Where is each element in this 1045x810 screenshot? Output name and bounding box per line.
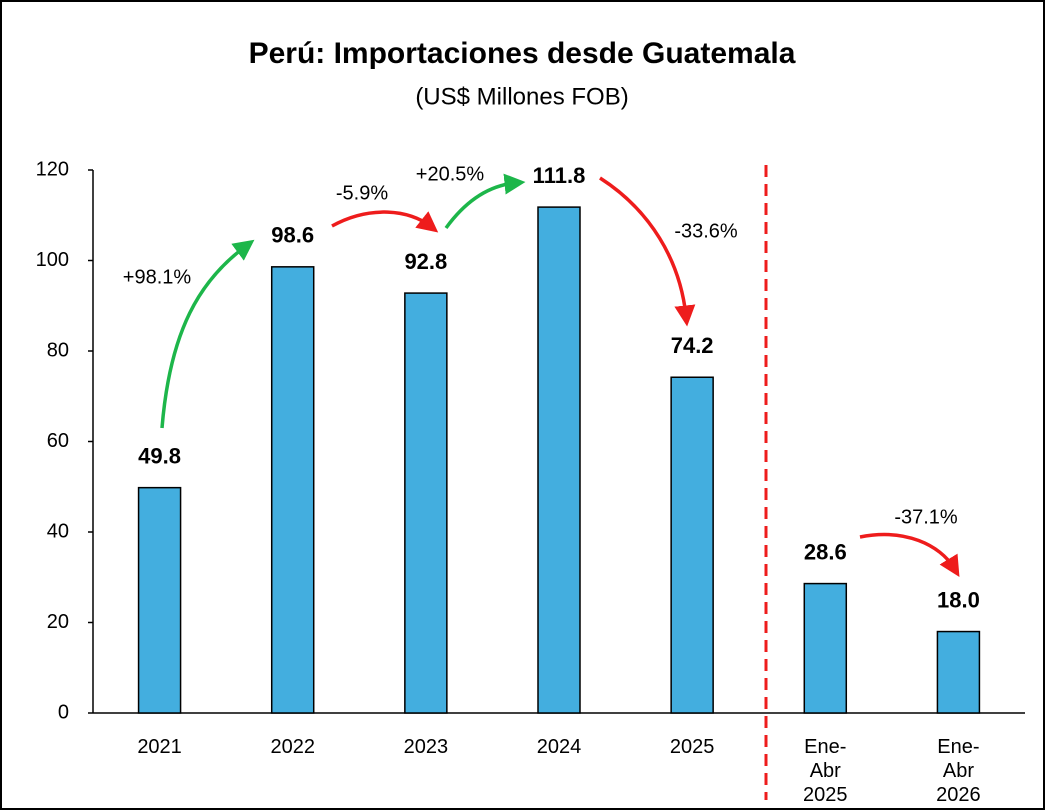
x-tick-label: 2025 bbox=[669, 736, 715, 758]
y-tick-label: 0 bbox=[58, 701, 69, 723]
x-tick-label: 2023 bbox=[403, 736, 449, 758]
chart-subtitle: (US$ Millones FOB) bbox=[415, 83, 628, 110]
value-label: 18.0 bbox=[937, 587, 980, 612]
value-label: 74.2 bbox=[671, 333, 714, 358]
annotation: +20.5% bbox=[416, 163, 485, 185]
x-tick-label: 2022 bbox=[270, 736, 315, 758]
y-tick-label: 100 bbox=[36, 249, 69, 271]
y-tick-label: 120 bbox=[36, 158, 69, 180]
value-label: 98.6 bbox=[271, 223, 314, 248]
y-tick-label: 20 bbox=[47, 611, 69, 633]
bar bbox=[936, 630, 981, 714]
y-tick-label: 80 bbox=[47, 339, 69, 361]
y-tick-label: 60 bbox=[47, 430, 69, 452]
value-label: 28.6 bbox=[804, 539, 847, 564]
annotation: +98.1% bbox=[123, 266, 192, 288]
bar bbox=[137, 486, 182, 714]
bar bbox=[404, 292, 448, 714]
bar bbox=[670, 376, 714, 714]
arrows bbox=[160, 173, 960, 577]
value-label: 49.8 bbox=[138, 443, 181, 468]
bar bbox=[803, 582, 848, 714]
bar bbox=[537, 206, 581, 714]
annotation: -5.9% bbox=[336, 182, 388, 204]
value-label: 111.8 bbox=[533, 163, 586, 188]
x-tick-label: 2024 bbox=[536, 736, 582, 758]
value-label: 92.8 bbox=[404, 249, 447, 274]
annotation: -37.1% bbox=[894, 506, 958, 528]
x-tick-label: Ene-Abr 2026 bbox=[936, 736, 981, 806]
x-tick-label: 2021 bbox=[137, 736, 182, 758]
chart-title: Perú: Importaciones desde Guatemala bbox=[249, 37, 796, 70]
y-tick-label: 40 bbox=[47, 520, 69, 542]
x-tick-label: Ene-Abr 2025 bbox=[803, 736, 848, 806]
bar bbox=[270, 266, 315, 714]
annotation: -33.6% bbox=[674, 220, 738, 242]
